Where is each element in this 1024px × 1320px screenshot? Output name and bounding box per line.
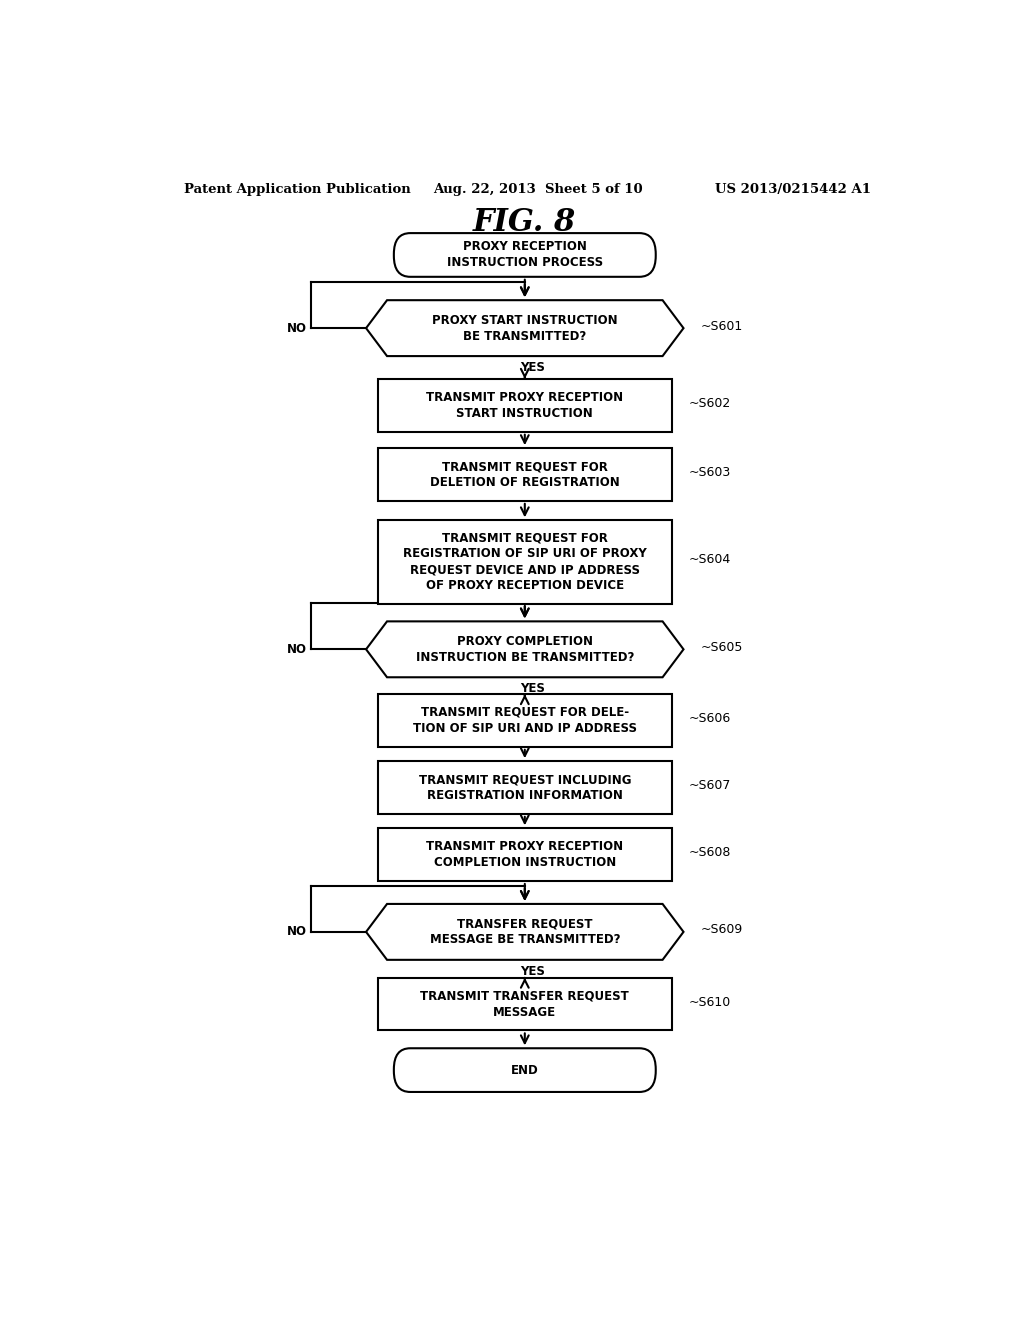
Text: ~S603: ~S603 bbox=[689, 466, 731, 479]
Text: Patent Application Publication: Patent Application Publication bbox=[183, 182, 411, 195]
Text: ~S609: ~S609 bbox=[701, 924, 743, 936]
Polygon shape bbox=[367, 300, 684, 356]
Text: PROXY START INSTRUCTION
BE TRANSMITTED?: PROXY START INSTRUCTION BE TRANSMITTED? bbox=[432, 314, 617, 343]
Text: TRANSMIT REQUEST INCLUDING
REGISTRATION INFORMATION: TRANSMIT REQUEST INCLUDING REGISTRATION … bbox=[419, 774, 631, 803]
Text: TRANSMIT REQUEST FOR
DELETION OF REGISTRATION: TRANSMIT REQUEST FOR DELETION OF REGISTR… bbox=[430, 459, 620, 488]
Text: TRANSMIT REQUEST FOR DELE-
TION OF SIP URI AND IP ADDRESS: TRANSMIT REQUEST FOR DELE- TION OF SIP U… bbox=[413, 706, 637, 735]
Text: TRANSMIT REQUEST FOR
REGISTRATION OF SIP URI OF PROXY
REQUEST DEVICE AND IP ADDR: TRANSMIT REQUEST FOR REGISTRATION OF SIP… bbox=[402, 532, 647, 593]
Text: NO: NO bbox=[287, 925, 306, 939]
Text: Aug. 22, 2013  Sheet 5 of 10: Aug. 22, 2013 Sheet 5 of 10 bbox=[433, 182, 643, 195]
Text: TRANSMIT PROXY RECEPTION
COMPLETION INSTRUCTION: TRANSMIT PROXY RECEPTION COMPLETION INST… bbox=[426, 840, 624, 869]
Text: ~S607: ~S607 bbox=[689, 779, 731, 792]
Polygon shape bbox=[367, 904, 684, 960]
Text: ~S608: ~S608 bbox=[689, 846, 731, 859]
Bar bbox=[378, 379, 672, 432]
Text: ~S606: ~S606 bbox=[689, 711, 731, 725]
Text: END: END bbox=[511, 1064, 539, 1077]
Bar bbox=[378, 694, 672, 747]
Polygon shape bbox=[367, 622, 684, 677]
Text: TRANSMIT PROXY RECEPTION
START INSTRUCTION: TRANSMIT PROXY RECEPTION START INSTRUCTI… bbox=[426, 391, 624, 420]
Text: TRANSFER REQUEST
MESSAGE BE TRANSMITTED?: TRANSFER REQUEST MESSAGE BE TRANSMITTED? bbox=[429, 917, 621, 946]
Text: PROXY COMPLETION
INSTRUCTION BE TRANSMITTED?: PROXY COMPLETION INSTRUCTION BE TRANSMIT… bbox=[416, 635, 634, 664]
Bar bbox=[378, 447, 672, 500]
Text: ~S605: ~S605 bbox=[701, 640, 743, 653]
Text: TRANSMIT TRANSFER REQUEST
MESSAGE: TRANSMIT TRANSFER REQUEST MESSAGE bbox=[421, 990, 629, 1019]
FancyBboxPatch shape bbox=[394, 1048, 655, 1092]
Bar bbox=[378, 520, 672, 603]
Text: FIG. 8: FIG. 8 bbox=[473, 207, 577, 238]
Bar bbox=[378, 978, 672, 1031]
FancyBboxPatch shape bbox=[394, 234, 655, 277]
Text: NO: NO bbox=[287, 322, 306, 335]
Text: YES: YES bbox=[520, 682, 545, 696]
Text: US 2013/0215442 A1: US 2013/0215442 A1 bbox=[715, 182, 871, 195]
Text: ~S602: ~S602 bbox=[689, 397, 731, 409]
Text: ~S601: ~S601 bbox=[701, 319, 743, 333]
Text: NO: NO bbox=[287, 643, 306, 656]
Text: ~S604: ~S604 bbox=[689, 553, 731, 566]
Bar bbox=[378, 762, 672, 814]
Bar bbox=[378, 828, 672, 880]
Text: PROXY RECEPTION
INSTRUCTION PROCESS: PROXY RECEPTION INSTRUCTION PROCESS bbox=[446, 240, 603, 269]
Text: YES: YES bbox=[520, 965, 545, 978]
Text: YES: YES bbox=[520, 362, 545, 374]
Text: ~S610: ~S610 bbox=[689, 995, 731, 1008]
